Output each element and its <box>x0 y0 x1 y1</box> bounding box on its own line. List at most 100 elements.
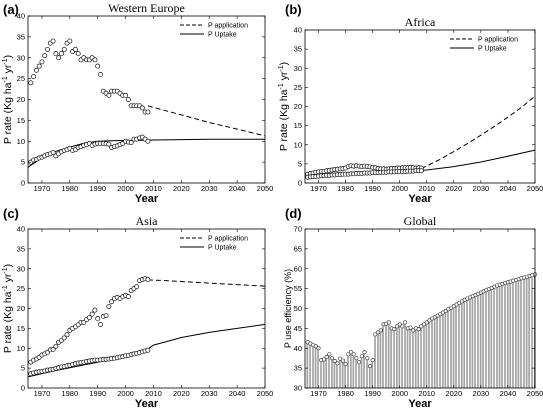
plot-frame <box>27 228 266 389</box>
data-point <box>61 46 67 52</box>
bar-top-marker <box>424 320 429 325</box>
x-tick-label: 1990 <box>364 389 381 398</box>
bar-top-marker <box>343 362 348 367</box>
bar <box>382 324 384 389</box>
marker-series-2 <box>28 38 151 115</box>
bar-top-marker <box>376 330 381 335</box>
bar <box>444 310 447 389</box>
bar <box>493 286 495 389</box>
bar <box>485 289 487 389</box>
data-point <box>31 74 37 79</box>
bar-top-marker <box>357 360 362 365</box>
x-tick-label: 2000 <box>391 184 408 193</box>
data-point <box>95 63 101 69</box>
bar-top-marker <box>327 352 332 357</box>
data-point <box>123 92 129 98</box>
bar <box>312 344 314 389</box>
legend-label: P Uptake <box>208 245 237 252</box>
x-axis-label: Year <box>408 193 432 205</box>
data-point <box>145 277 151 282</box>
data-point <box>45 46 50 52</box>
y-tick-label: 10 <box>294 140 302 149</box>
bar-top-marker <box>416 327 421 332</box>
x-tick-label: 2020 <box>445 389 462 398</box>
legend-label: P application <box>208 236 248 243</box>
x-tick-label: 2030 <box>473 184 490 193</box>
bar-top-marker <box>394 324 399 329</box>
y-tick-label: 15 <box>294 121 302 130</box>
bar <box>377 332 379 389</box>
bar <box>504 282 506 389</box>
x-tick-label: 2030 <box>473 389 490 398</box>
data-point <box>125 97 131 102</box>
y-tick-label: 60 <box>294 264 302 273</box>
y-tick-label: 30 <box>17 264 25 273</box>
panel-d: (d) Global 1970 1980 1990 2000 2010 2020 2030 204… <box>283 206 543 409</box>
bar-series <box>306 274 536 389</box>
x-tick-label: 2030 <box>201 184 218 193</box>
bar <box>331 357 333 389</box>
x-tick-label: 1970 <box>34 389 51 398</box>
bar <box>328 353 330 389</box>
data-point <box>28 80 34 86</box>
data-point <box>418 168 424 174</box>
data-point <box>92 307 98 313</box>
data-point <box>145 347 151 353</box>
bar <box>528 275 530 389</box>
x-tick-label: 2050 <box>527 184 543 193</box>
bar <box>474 294 476 389</box>
data-point <box>39 59 45 65</box>
bar <box>333 360 336 389</box>
x-tick-label: 2030 <box>201 389 218 398</box>
bar <box>450 307 452 389</box>
bar <box>498 284 501 389</box>
y-tick-label: 30 <box>17 53 25 62</box>
y-tick-label: 35 <box>17 32 25 41</box>
bar <box>385 323 387 389</box>
y-tick-label: 15 <box>17 116 25 125</box>
marker-series-2 <box>28 276 151 365</box>
plot-frame <box>27 15 266 184</box>
data-point <box>134 284 140 290</box>
bar <box>439 313 441 389</box>
data-point <box>67 38 73 44</box>
y-tick-label: 25 <box>294 83 302 92</box>
bar <box>469 297 471 389</box>
legend: P application P Uptake <box>180 236 248 252</box>
data-point <box>89 311 95 317</box>
bar-top-marker <box>359 354 364 359</box>
legend-label: P Uptake <box>208 32 237 39</box>
data-point <box>145 138 151 144</box>
data-point <box>98 321 103 327</box>
y-tick-label: 20 <box>17 95 25 104</box>
bar <box>506 282 509 389</box>
bar <box>366 357 368 389</box>
x-tick-label: 2010 <box>418 184 435 193</box>
bar <box>425 322 428 389</box>
bar-top-marker <box>338 356 343 361</box>
bar <box>460 301 463 389</box>
bar <box>512 280 514 389</box>
bar <box>390 328 392 389</box>
bar <box>517 278 520 389</box>
bar-top-marker <box>392 327 397 332</box>
bar-top-marker <box>397 322 402 327</box>
data-point <box>109 299 115 305</box>
data-point <box>106 92 112 98</box>
y-tick-label: 20 <box>17 304 25 313</box>
legend-label: P application <box>208 23 248 30</box>
x-tick-label: 2000 <box>391 389 408 398</box>
data-point <box>61 335 67 341</box>
bar-top-marker <box>427 318 432 323</box>
data-point <box>95 315 101 321</box>
legend-label: P application <box>478 37 518 44</box>
bar <box>409 327 411 389</box>
bar <box>479 292 482 389</box>
x-tick-label: 1980 <box>337 389 354 398</box>
bar <box>336 363 338 389</box>
x-tick-label: 1990 <box>89 389 106 398</box>
x-axis-label: Year <box>135 398 159 409</box>
y-axis-label: P rate (Kg ha-1 yr-1) <box>278 62 290 151</box>
